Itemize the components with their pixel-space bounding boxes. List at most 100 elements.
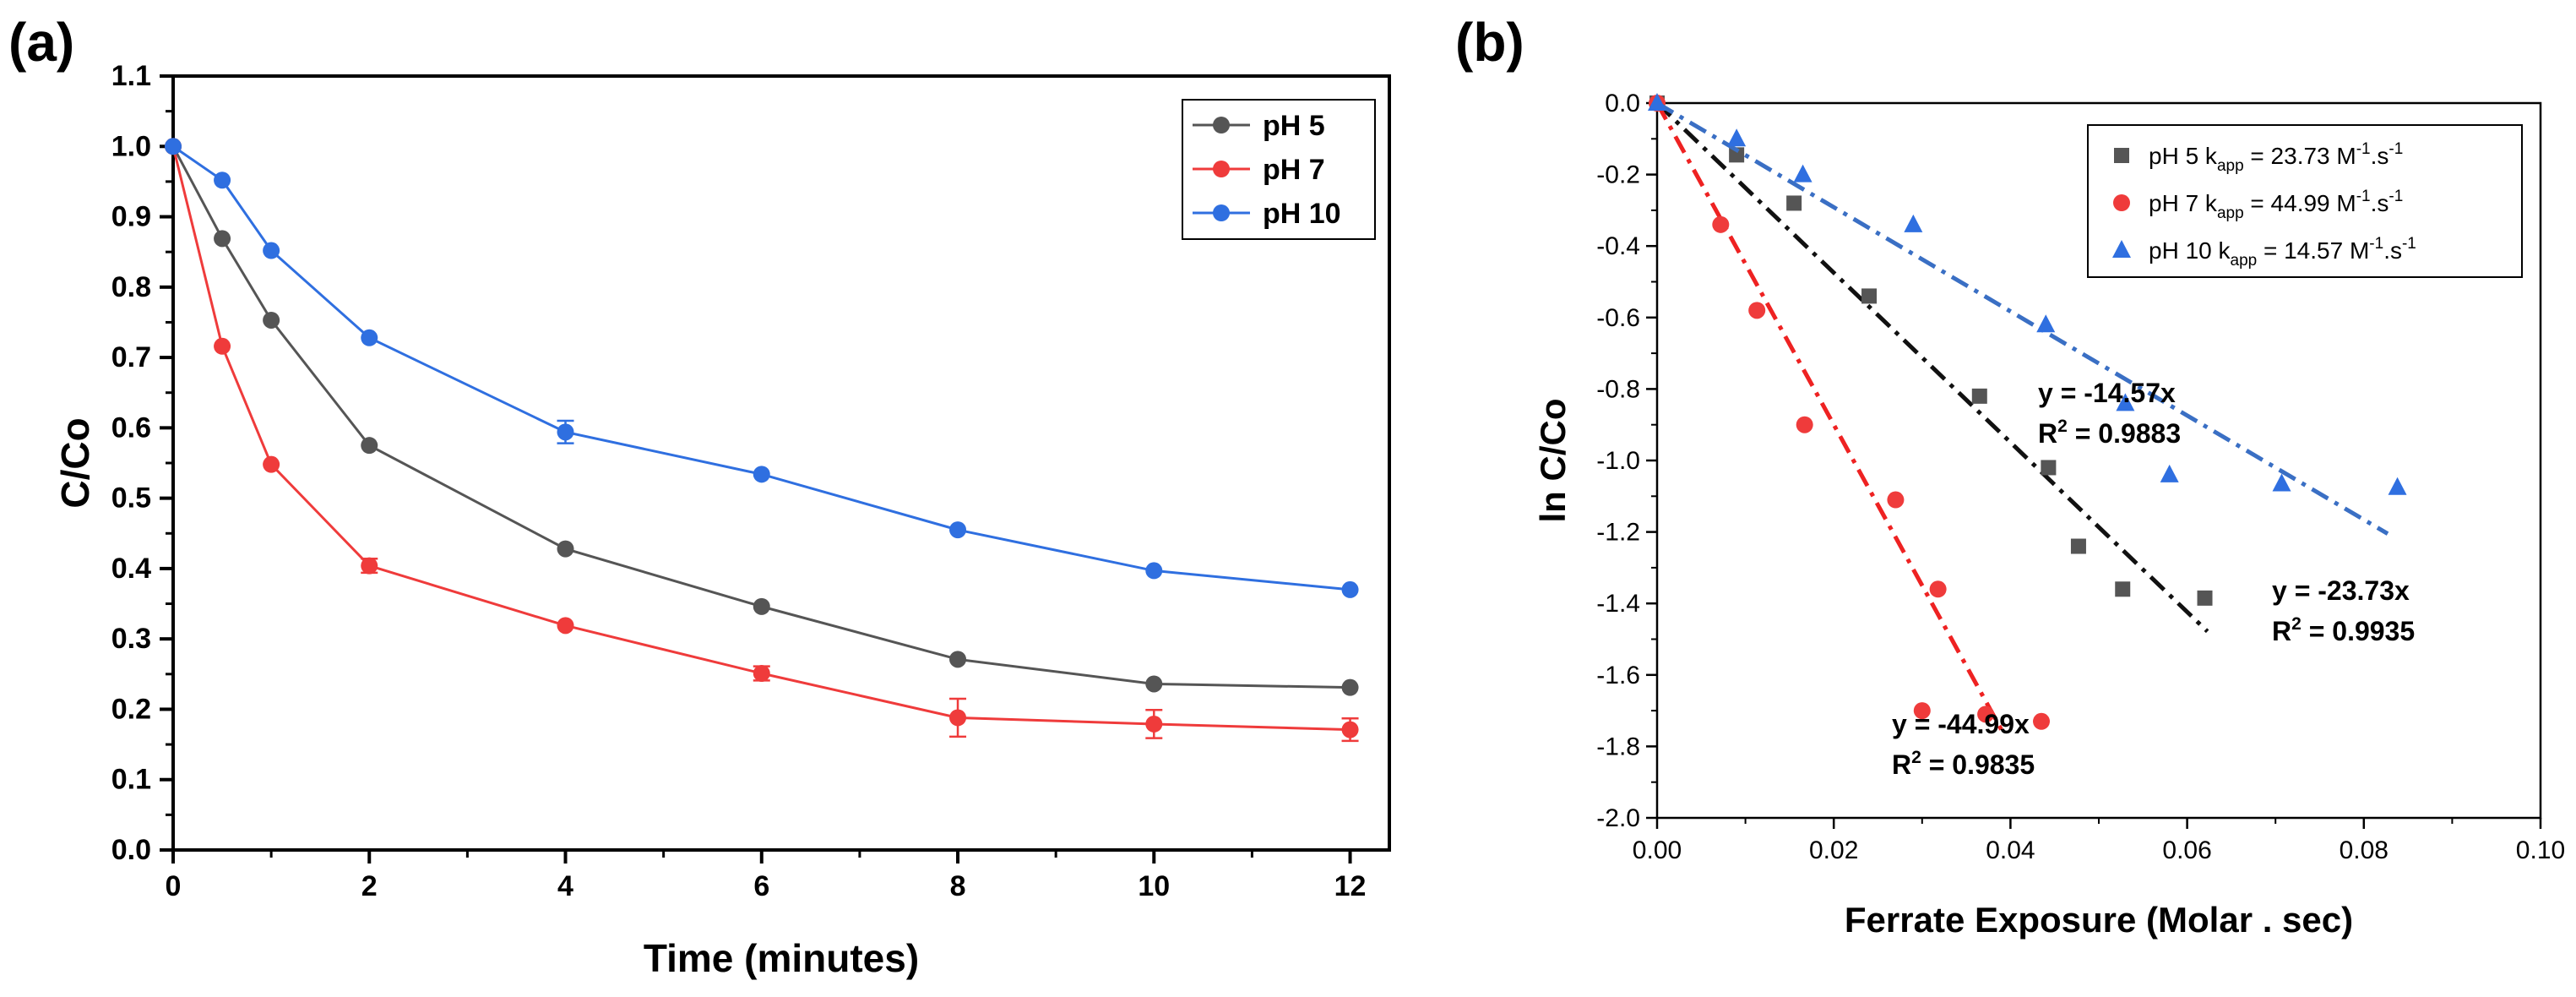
x-axis-label: Time (minutes) <box>644 936 919 980</box>
y-tick-label: 0.0 <box>1605 90 1640 117</box>
y-tick-label: 0.2 <box>111 693 151 725</box>
y-tick-label: -1.4 <box>1596 590 1640 618</box>
data-point <box>2197 590 2213 606</box>
legend-marker <box>2113 194 2130 211</box>
x-tick-label: 10 <box>1138 870 1170 902</box>
legend-sup: -1 <box>2389 140 2403 158</box>
legend-label: pH 10 <box>1263 198 1341 230</box>
data-point <box>2033 712 2051 730</box>
data-point <box>753 597 770 615</box>
fit-equation: y = -14.57x <box>2038 378 2176 408</box>
y-tick-label: 0.7 <box>111 341 151 373</box>
fit-r2: R2 = 0.9883 <box>2038 417 2181 449</box>
legend-sub: app <box>2217 157 2244 175</box>
data-point <box>214 230 231 248</box>
legend-sub: app <box>2217 204 2244 222</box>
y-tick-label: -0.2 <box>1596 161 1640 189</box>
r2-value: = 0.9883 <box>2068 418 2181 449</box>
data-point <box>753 664 770 682</box>
data-point <box>557 423 574 441</box>
data-point <box>1796 416 1813 433</box>
data-point <box>1145 562 1163 580</box>
y-tick-label: 0.3 <box>111 623 151 655</box>
data-point <box>557 540 574 558</box>
y-tick-label: 0.5 <box>111 482 151 515</box>
y-tick-label: -1.2 <box>1596 519 1640 547</box>
panel-b-chart: (b) 0.0 -0.2 -0.4 -0.6 -0.8 -1.0 -1.2 -1.4 -1.6 -1… <box>1455 12 2565 940</box>
data-point <box>361 437 378 455</box>
y-tick-label: -0.4 <box>1596 232 1640 260</box>
data-point <box>1729 147 1745 163</box>
legend-box <box>2087 124 2523 278</box>
x-tick-label: 12 <box>1334 870 1367 902</box>
legend-mid: = 44.99 M <box>2244 190 2356 216</box>
y-tick-label: 1.1 <box>111 60 151 92</box>
fit-equation: y = -44.99x <box>1892 709 2030 739</box>
data-point <box>1971 388 1987 404</box>
x-tick-label: 4 <box>557 870 573 902</box>
data-point <box>2041 460 2057 476</box>
y-tick-label: -2.0 <box>1596 804 1640 832</box>
x-tick-label: 0.10 <box>2516 836 2565 864</box>
r2-value: = 0.9935 <box>2302 616 2415 646</box>
series-line-ph-10 <box>172 145 1350 591</box>
r2-sup: 2 <box>2291 614 2302 634</box>
y-tick-label: 0.8 <box>111 271 151 303</box>
x-axis-label: Ferrate Exposure (Molar . sec) <box>1845 900 2353 940</box>
data-point <box>1341 721 1359 738</box>
legend-mid2: .s <box>2383 237 2402 264</box>
y-tick-label: -1.6 <box>1596 662 1640 689</box>
data-point <box>2115 581 2131 597</box>
fit-line <box>1655 101 2389 536</box>
data-point <box>165 138 182 155</box>
data-point <box>1145 715 1163 733</box>
x-tick-label: 6 <box>753 870 769 902</box>
legend-mid2: .s <box>2371 190 2389 216</box>
data-point <box>361 329 378 346</box>
legend-mid: = 23.73 M <box>2244 143 2356 169</box>
panel-b-label: (b) <box>1455 12 1524 73</box>
data-point <box>2036 314 2056 333</box>
data-point <box>214 172 231 189</box>
fit-line <box>1655 101 2209 634</box>
y-axis-label: ln C/Co <box>1533 399 1573 523</box>
data-point <box>949 709 967 727</box>
r2-label: R <box>2272 616 2291 646</box>
x-tick-label: 0.02 <box>1809 836 1858 864</box>
r2-label: R <box>2038 418 2057 449</box>
y-tick-label: 0.9 <box>111 201 151 233</box>
legend-sup: -1 <box>2389 188 2403 205</box>
data-point <box>1887 491 1905 509</box>
data-point <box>1793 164 1812 183</box>
data-point <box>1929 580 1947 598</box>
panel-a-chart: (a) 0.0 0.1 0.2 0.3 0.4 0.5 0.6 0.7 0.8 0.9 1.0 1.1 0… <box>8 12 1391 980</box>
x-tick-label: 0 <box>166 870 182 902</box>
panel-a-label: (a) <box>8 12 74 73</box>
x-tick-label: 0.08 <box>2340 836 2389 864</box>
data-point <box>557 617 574 635</box>
data-point <box>1977 706 1995 723</box>
legend-marker <box>2114 148 2129 163</box>
series-line-ph-7 <box>171 145 1350 732</box>
data-point <box>1145 675 1163 693</box>
data-point <box>263 455 280 473</box>
legend-marker <box>2112 240 2131 258</box>
legend-sup: -1 <box>2356 188 2371 205</box>
y-tick-label: 0.1 <box>111 764 151 796</box>
r2-label: R <box>1892 749 1911 780</box>
data-point <box>1727 128 1747 147</box>
data-point <box>361 557 378 575</box>
fit-equation: y = -23.73x <box>2272 575 2410 606</box>
legend-sup: -1 <box>2369 235 2383 253</box>
data-point <box>2388 477 2407 495</box>
r2-value: = 0.9835 <box>1921 749 2035 780</box>
data-point <box>2272 473 2291 492</box>
data-point <box>1341 580 1359 598</box>
data-point <box>1648 93 1666 111</box>
data-point <box>263 311 280 329</box>
data-point <box>1904 214 1923 232</box>
fit-r2: R2 = 0.9835 <box>1892 748 2035 780</box>
y-tick-label: -0.8 <box>1596 375 1640 403</box>
data-point <box>1341 678 1359 696</box>
